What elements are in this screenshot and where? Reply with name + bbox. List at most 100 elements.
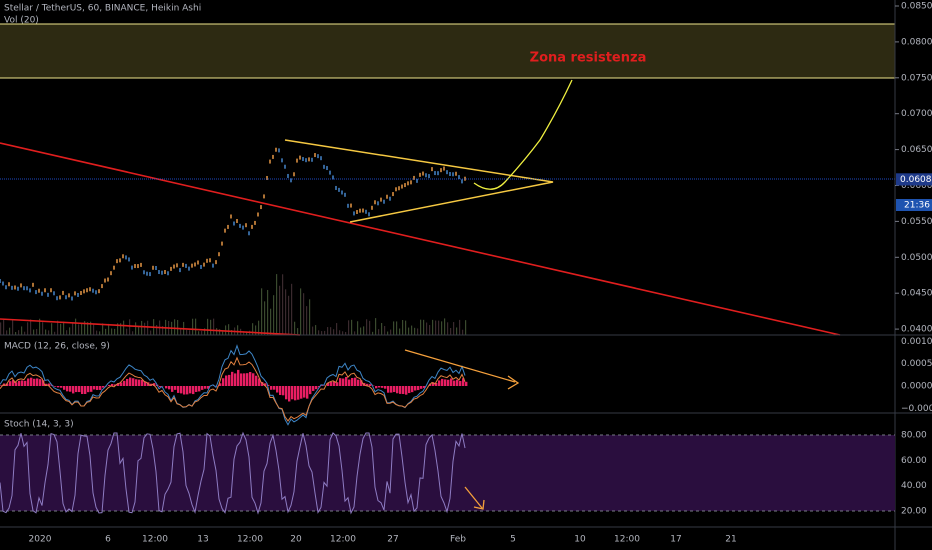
price-layer (0, 147, 467, 335)
macd-hist (312, 386, 315, 391)
macd-hist (327, 382, 330, 386)
macd-hist (450, 378, 453, 386)
macd-hist (108, 384, 111, 386)
volume-bar (150, 330, 152, 335)
volume-bar (261, 288, 263, 335)
macd-hist (396, 386, 399, 394)
volume-bar (360, 327, 362, 335)
macd-hist (0, 385, 3, 386)
macd-hist (189, 386, 192, 394)
volume-bar (3, 319, 5, 335)
time-tick-label: 6 (105, 535, 111, 545)
stoch-tick-label: 40.00 (901, 481, 927, 491)
macd-hist (387, 386, 390, 393)
volume-bar (15, 331, 17, 335)
volume-bar (114, 328, 116, 335)
volume-bar (345, 331, 347, 335)
volume-bar (63, 321, 65, 335)
macd-hist (267, 384, 270, 386)
volume-bar (444, 318, 446, 335)
stoch-layer (0, 431, 466, 515)
macd-hist (372, 385, 375, 386)
macd-hist (315, 386, 318, 390)
macd-hist (174, 386, 177, 390)
macd-hist (321, 385, 324, 386)
macd-hist (441, 378, 444, 386)
volume-bar (144, 322, 146, 335)
volume-bar (201, 330, 203, 335)
macd-hist (120, 382, 123, 386)
stoch-title: Stoch (14, 3, 3) (4, 420, 74, 430)
volume-bar (243, 331, 245, 335)
macd-hist (168, 386, 171, 390)
volume-bar (225, 325, 227, 335)
volume-bar (204, 328, 206, 335)
arrow (464, 486, 483, 509)
time-tick-label: Feb (450, 535, 466, 545)
volume-bar (381, 323, 383, 335)
stoch-band (0, 435, 895, 511)
macd-hist (183, 386, 186, 395)
macd-hist (231, 371, 234, 386)
volume-bar (66, 330, 68, 335)
macd-hist (354, 377, 357, 386)
volume-bar (78, 324, 80, 335)
macd-hist (255, 375, 258, 386)
macd-hist (165, 386, 168, 389)
volume-bar (213, 318, 215, 335)
volume-bar (354, 331, 356, 335)
volume-bar (264, 301, 266, 335)
stoch-tick-label: 60.00 (901, 456, 927, 466)
volume-bar (282, 274, 284, 335)
macd-hist (36, 378, 39, 386)
macd-hist (117, 383, 120, 386)
macd-hist (435, 382, 438, 386)
time-tick-label: 21 (725, 535, 736, 545)
volume-bar (369, 320, 371, 335)
volume-bar (297, 328, 299, 335)
macd-hist (159, 386, 162, 388)
volume-bar (357, 321, 359, 335)
macd-hist (15, 382, 18, 386)
macd-hist (249, 372, 252, 386)
macd-hist (243, 373, 246, 386)
volume-bar (180, 329, 182, 335)
volume-bar (162, 326, 164, 335)
volume-bar (186, 329, 188, 335)
volume-bar (132, 331, 134, 335)
macd-hist (33, 378, 36, 386)
volume-bar (135, 322, 137, 335)
volume-bar (267, 289, 269, 335)
volume-bar (459, 319, 461, 335)
macd-hist (342, 378, 345, 386)
macd-hist (279, 386, 282, 395)
macd-hist (63, 386, 66, 390)
macd-hist (21, 380, 24, 386)
volume-bar (270, 308, 272, 335)
macd-hist (207, 386, 210, 389)
volume-bar (48, 330, 50, 335)
macd-hist (297, 386, 300, 400)
volume-bar (117, 323, 119, 335)
macd-hist (453, 380, 456, 386)
volume-label: Vol (20) (4, 16, 39, 26)
macd-hist (465, 381, 468, 386)
macd-hist (180, 386, 183, 394)
volume-bar (24, 331, 26, 335)
macd-hist (447, 379, 450, 386)
macd-hist (195, 386, 198, 392)
macd-hist (444, 379, 447, 386)
volume-bar (321, 331, 323, 335)
volume-bar (141, 320, 143, 335)
countdown-tag (896, 199, 932, 211)
macd-hist (186, 386, 189, 395)
macd-hist (462, 378, 465, 386)
macd-hist (336, 382, 339, 386)
time-tick-label: 12:00 (142, 535, 168, 545)
macd-hist (66, 386, 69, 392)
volume-bar (393, 321, 395, 335)
